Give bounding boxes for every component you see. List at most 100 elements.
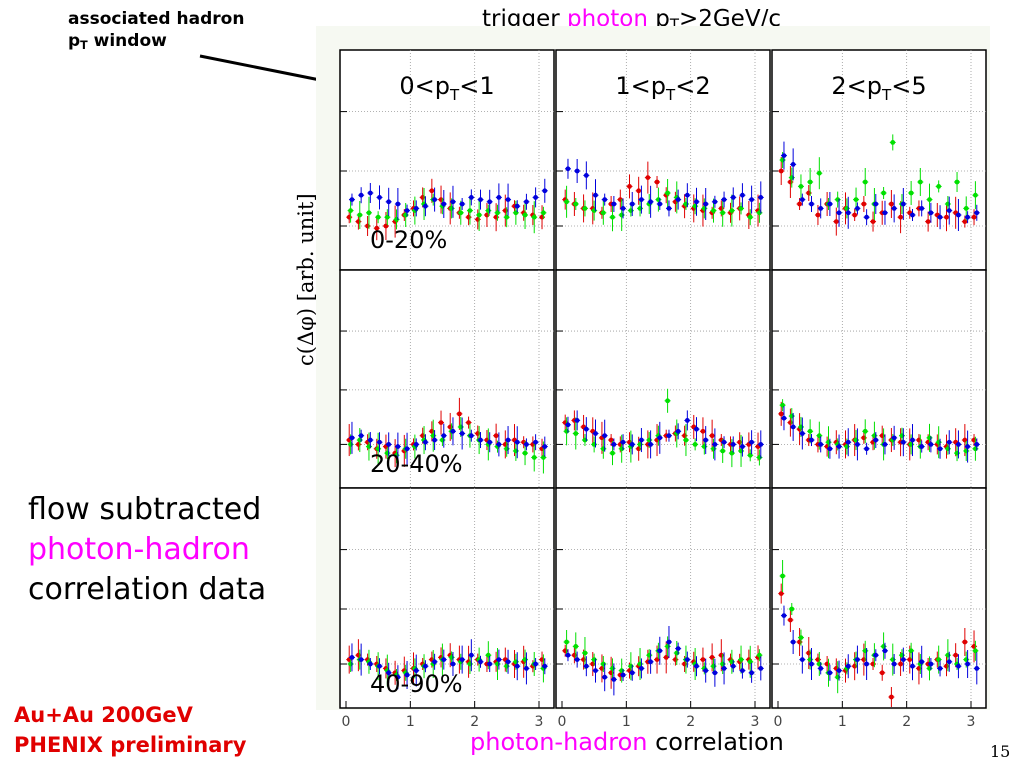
point-blue-r1-c1-16 [712, 442, 718, 447]
point-red-r0-c0-3 [374, 225, 380, 231]
point-green-r1-c1-1 [573, 431, 579, 436]
point-blue-r0-c0-20 [533, 195, 539, 200]
point-red-r2-c2-13 [898, 661, 903, 667]
point-blue-r0-c0-18 [514, 203, 520, 209]
point-blue-r2-c2-19 [956, 663, 961, 669]
column-header-2-sub: T [881, 86, 892, 104]
point-blue-r1-c1-17 [721, 439, 727, 445]
point-green-r0-c0-3 [375, 214, 381, 220]
point-blue-r0-c0-11 [450, 199, 456, 205]
point-green-r0-c0-13 [467, 208, 473, 214]
point-blue-r1-c0-4 [386, 442, 392, 447]
point-green-r1-c1-14 [692, 442, 698, 447]
point-green-r0-c2-9 [862, 179, 868, 185]
point-blue-r1-c0-11 [450, 428, 456, 434]
point-blue-r0-c0-21 [542, 188, 548, 194]
panel-r2-c1: 0 1 2 3 [555, 487, 771, 730]
point-blue-r1-c0-12 [459, 431, 465, 436]
point-blue-r1-c2-10 [873, 437, 879, 443]
column-header-0-pre: 0<p [399, 72, 450, 100]
point-green-r0-c0-21 [541, 210, 546, 216]
point-blue-r0-c2-10 [873, 201, 879, 207]
point-green-r0-c2-11 [881, 190, 886, 196]
point-blue-r2-c1-11 [666, 639, 672, 645]
annotation-line1: associated hadron [68, 9, 245, 29]
point-blue-r1-c2-4 [818, 442, 824, 447]
point-blue-r1-c2-14 [910, 437, 915, 443]
panel-frame-r0-c2 [771, 49, 987, 271]
point-blue-r2-c1-21 [758, 666, 764, 671]
row-label-2: 40-90% [370, 670, 463, 698]
point-red-r0-c2-8 [852, 212, 858, 218]
point-green-r0-c1-11 [665, 190, 670, 196]
panel-frame-r2-c0 [339, 487, 555, 709]
point-green-r1-c1-5 [610, 450, 615, 456]
point-blue-r1-c1-14 [694, 426, 699, 432]
point-blue-r1-c2-19 [956, 442, 961, 447]
point-blue-r1-c0-17 [505, 437, 511, 443]
point-blue-r1-c0-15 [487, 439, 493, 445]
collision-line2: PHENIX preliminary [14, 733, 247, 757]
point-blue-r0-c2-8 [855, 206, 860, 211]
point-red-r2-c2-1 [787, 617, 793, 623]
point-red-r1-c0-12 [456, 411, 462, 417]
point-blue-r1-c1-12 [675, 428, 681, 434]
point-red-r2-c2-11 [879, 670, 885, 676]
point-blue-r0-c0-2 [367, 190, 373, 196]
point-blue-r0-c1-20 [749, 197, 755, 203]
point-green-r2-c1-2 [582, 650, 588, 656]
annotation-pt: p [68, 31, 81, 51]
point-blue-r1-c0-21 [542, 444, 548, 449]
point-green-r0-c2-3 [807, 179, 813, 185]
point-blue-r1-c2-1 [790, 424, 796, 430]
xtick-label-c0-2: 2 [470, 714, 479, 730]
point-blue-r0-c0-0 [349, 197, 355, 203]
point-blue-r2-c0-16 [496, 657, 502, 662]
point-blue-r2-c1-15 [703, 668, 709, 673]
point-blue-r2-c1-4 [602, 674, 608, 680]
point-blue-r1-c1-19 [740, 444, 745, 449]
point-green-r2-c2-0 [780, 573, 785, 579]
point-blue-r2-c0-11 [450, 661, 456, 667]
point-red-r0-c2-10 [870, 219, 876, 225]
point-blue-r1-c2-21 [974, 442, 980, 447]
point-green-r0-c0-4 [384, 214, 390, 220]
point-green-r2-c1-1 [573, 644, 579, 649]
point-blue-r1-c1-20 [749, 439, 755, 445]
point-blue-r1-c1-3 [593, 431, 598, 436]
point-blue-r2-c1-18 [730, 663, 736, 669]
point-green-r0-c0-20 [531, 214, 537, 220]
point-blue-r0-c2-21 [974, 210, 980, 216]
point-blue-r0-c0-3 [377, 195, 382, 200]
point-blue-r1-c0-19 [524, 442, 529, 447]
point-red-r0-c2-20 [962, 219, 968, 225]
point-blue-r1-c1-0 [565, 422, 571, 428]
point-blue-r0-c2-2 [799, 197, 805, 203]
xtick-label-c2-1: 1 [838, 714, 847, 730]
point-blue-r2-c1-1 [574, 657, 580, 662]
panel-r1-c1 [555, 269, 771, 489]
panel-frame-r2-c1 [555, 487, 771, 709]
point-blue-r2-c2-5 [827, 670, 833, 676]
point-blue-r1-c0-5 [395, 444, 401, 449]
point-blue-r1-c0-8 [423, 439, 428, 445]
point-blue-r2-c0-1 [358, 657, 364, 662]
point-blue-r0-c1-4 [602, 197, 608, 203]
point-blue-r0-c0-14 [478, 197, 483, 203]
point-blue-r2-c0-20 [533, 661, 539, 667]
point-blue-r1-c2-17 [937, 446, 943, 452]
point-blue-r2-c1-14 [694, 663, 699, 669]
point-blue-r1-c2-5 [827, 446, 833, 452]
point-blue-r1-c0-1 [358, 433, 364, 439]
point-green-r1-c1-11 [665, 398, 670, 404]
column-header-2-post: <5 [891, 72, 926, 100]
point-blue-r0-c1-7 [629, 201, 635, 207]
panel-frame-r0-c1 [555, 49, 771, 271]
row-label-1: 20-40% [370, 450, 463, 478]
point-blue-r1-c1-1 [574, 418, 580, 423]
point-green-r0-c2-21 [973, 192, 978, 198]
xtick-label-c0-3: 3 [535, 714, 544, 730]
point-blue-r1-c0-9 [432, 437, 438, 443]
collision-line1: Au+Au 200GeV [14, 703, 193, 727]
point-blue-r2-c1-16 [712, 670, 718, 676]
